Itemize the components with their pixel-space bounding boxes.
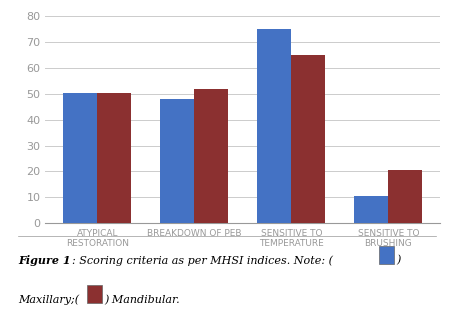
Text: ) Mandibular.: ) Mandibular. bbox=[104, 295, 180, 305]
Bar bbox=[160, 99, 194, 223]
Bar bbox=[291, 55, 326, 223]
Bar bbox=[194, 89, 228, 223]
Text: Figure 1: Figure 1 bbox=[18, 255, 71, 266]
Bar bbox=[355, 196, 389, 223]
Bar bbox=[97, 92, 131, 223]
Text: ): ) bbox=[396, 256, 400, 266]
Bar bbox=[389, 170, 422, 223]
Text: Maxillary;(: Maxillary;( bbox=[18, 295, 79, 305]
Bar bbox=[257, 29, 291, 223]
Text: : Scoring criteria as per MHSI indices. Note: (: : Scoring criteria as per MHSI indices. … bbox=[72, 255, 333, 266]
Bar bbox=[64, 92, 97, 223]
